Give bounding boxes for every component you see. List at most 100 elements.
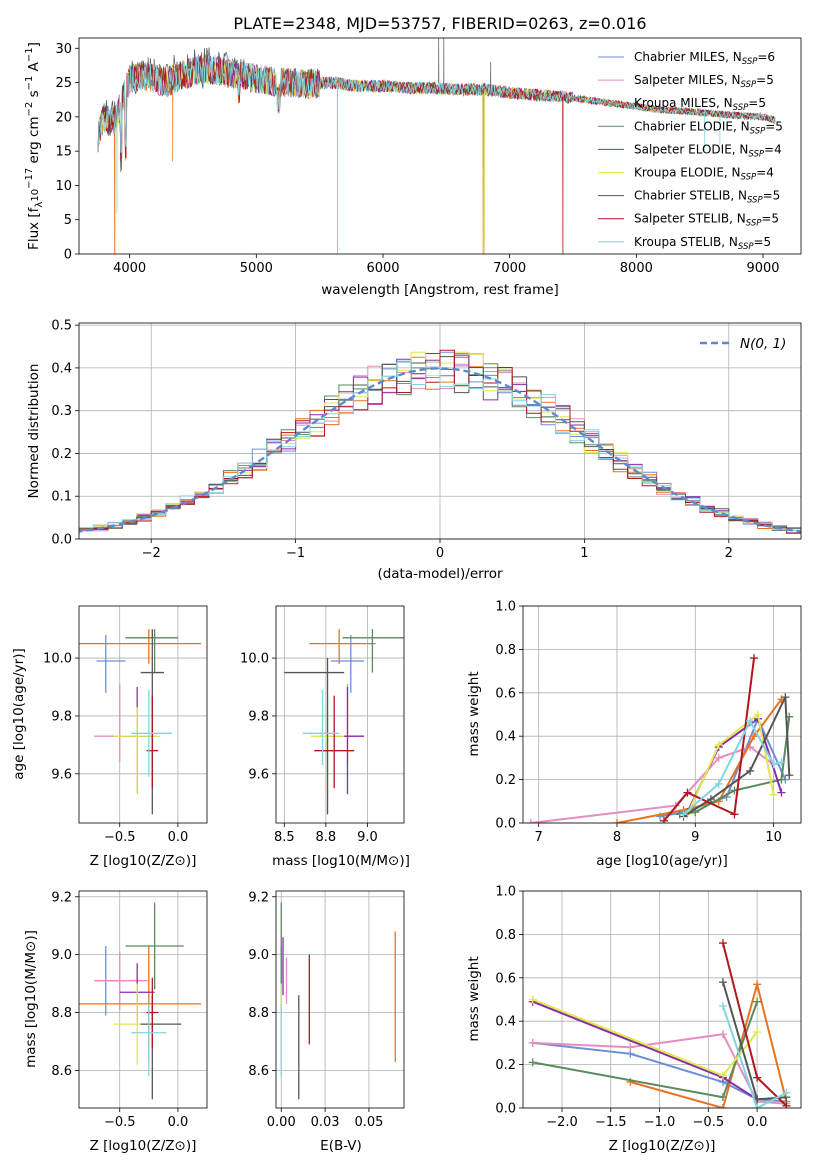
age-vs-Z-x-label: Z [log10(Z/Z⊙)]: [90, 853, 197, 869]
age-vs-mass-frame: [275, 605, 405, 824]
y-tick-label: 0.0: [51, 533, 72, 548]
y-tick-label: 25: [55, 76, 72, 91]
mass-weight-vs-Z-plot-area: [528, 939, 791, 1108]
x-tick-label: −2: [142, 546, 161, 561]
x-tick-label: 0.03: [311, 1115, 340, 1130]
label-part: erg cm: [26, 116, 42, 167]
legend-tail: =6: [757, 50, 775, 64]
y-tick-label: 0: [64, 248, 72, 263]
legend-tail: =5: [748, 96, 766, 110]
x-tick-label: 0: [436, 546, 444, 561]
legend-entry: Chabrier STELIB, NSSP=5: [634, 189, 780, 206]
weight-marker: [718, 939, 727, 948]
weight-marker: [750, 732, 759, 741]
mass-weight-vs-age-x-label: age [log10(age/yr)]: [596, 853, 728, 869]
weight-marker: [769, 790, 778, 799]
legend-subscript: SSP: [733, 103, 749, 113]
weight-marker: [777, 788, 786, 797]
legend-tail: =5: [765, 119, 783, 133]
weight-marker: [769, 760, 778, 769]
mass-vs-Z-plot-area: [79, 902, 202, 1100]
mass-weight-vs-Z-axes: −2.0 −1.5 −1.0 −0.5 0.0 0.0 0.2 0.4 0.6 0.8 1.0: [495, 885, 801, 1130]
x-tick-label: 8.5: [274, 830, 295, 845]
mass-vs-Z-axes: −0.5 0.0 8.6 8.8 9.0 9.2: [51, 890, 207, 1130]
y-tick-label: 0.2: [495, 1058, 516, 1073]
legend-subscript: SSP: [748, 149, 764, 159]
y-tick-label: 10.0: [43, 652, 72, 667]
legend-tail: =4: [756, 166, 774, 180]
weight-marker: [679, 810, 688, 819]
y-tick-label: 15: [55, 145, 72, 160]
figure-title: PLATE=2348, MJD=53757, FIBERID=0263, z=0…: [233, 14, 646, 33]
x-tick-label: −2.0: [546, 1115, 578, 1130]
weight-marker: [718, 1093, 727, 1102]
residual-histogram-axes: −2 −1 0 1 2 0.0 0.1 0.2 0.3 0.4 0.5: [51, 319, 801, 561]
spectrum-axes: 4000 5000 6000 7000 8000 9000 0 5 10 15 20 25 30: [55, 42, 779, 276]
y-tick-label: 9.6: [51, 767, 72, 782]
weight-marker: [782, 1088, 791, 1097]
weight-line: [630, 980, 788, 1108]
x-tick-label: 0.0: [168, 830, 189, 845]
y-tick-label: 0.8: [495, 928, 516, 943]
age-vs-mass-plot-area: [284, 629, 404, 815]
weight-marker: [714, 779, 723, 788]
spectrum-line: [97, 55, 776, 159]
weight-marker: [714, 740, 723, 749]
y-tick-label: 9.2: [51, 890, 72, 905]
x-tick-label: 8: [613, 830, 621, 845]
y-tick-label: 1.0: [495, 600, 516, 615]
x-tick-label: 8000: [620, 261, 653, 276]
x-tick-label: 9000: [746, 261, 779, 276]
y-tick-label: 5: [64, 213, 72, 228]
x-tick-label: 0.05: [354, 1115, 383, 1130]
y-tick-label: 1.0: [495, 885, 516, 900]
y-tick-label: 0.0: [495, 817, 516, 832]
mass-vs-Z-y-label: mass [log10(M/M⊙)]: [23, 930, 39, 1068]
legend-entry: Kroupa MILES, NSSP=5: [634, 96, 766, 113]
weight-marker: [753, 997, 762, 1006]
spectrum-y-label: Flux [fλ10−17 erg cm−2 s−1 A−1]: [24, 42, 45, 250]
weight-line: [722, 942, 788, 1107]
weight-marker: [718, 978, 727, 987]
mass-vs-Z-frame: [78, 890, 208, 1109]
weight-marker: [753, 1073, 762, 1082]
y-tick-label: 10.0: [240, 652, 269, 667]
legend-label: Kroupa MILES, N: [634, 96, 733, 110]
y-tick-label: 0.5: [51, 319, 72, 334]
age-vs-Z-y-label: age [log10(age/yr)]: [11, 648, 27, 780]
y-tick-label: 9.6: [248, 767, 269, 782]
y-tick-label: 9.2: [248, 890, 269, 905]
weight-marker: [718, 1071, 727, 1080]
legend-tail: =5: [763, 189, 781, 203]
weight-marker: [730, 810, 739, 819]
legend-label: Salpeter MILES, N: [634, 73, 741, 87]
legend-subscript: SSP: [746, 219, 762, 229]
weight-marker: [782, 1101, 791, 1108]
y-tick-label: 0.1: [51, 490, 72, 505]
x-tick-label: 2: [725, 546, 733, 561]
hist-y-label: Normed distribution: [26, 364, 42, 499]
x-tick-label: 0.00: [267, 1115, 296, 1130]
mass-vs-EBV-axes: 0.00 0.03 0.05 8.6 8.8 9.0 9.2: [248, 890, 404, 1130]
spectrum-x-label: wavelength [Angstrom, rest frame]: [321, 282, 559, 298]
weight-marker: [746, 717, 755, 726]
weight-marker: [718, 1030, 727, 1039]
mass-weight-vs-age-plot-area: [526, 654, 794, 823]
weight-marker: [714, 753, 723, 762]
x-tick-label: 0.0: [168, 1115, 189, 1130]
weight-marker: [626, 1043, 635, 1052]
mass-weight-vs-Z-x-label: Z [log10(Z/Z⊙)]: [609, 1138, 716, 1154]
weight-marker: [718, 1002, 727, 1011]
weight-marker: [753, 1028, 762, 1037]
legend-entry: Salpeter MILES, NSSP=5: [634, 73, 774, 90]
age-vs-mass-x-label: mass [log10(M/M⊙)]: [272, 853, 410, 869]
weight-marker: [612, 819, 621, 823]
histogram-steps: [79, 349, 801, 535]
mass-weight-vs-age-y-label: mass weight: [466, 671, 482, 756]
label-part: A: [26, 61, 42, 75]
y-tick-label: 8.8: [248, 1006, 269, 1021]
y-tick-label: 0.4: [495, 1015, 516, 1030]
x-tick-label: 5000: [240, 261, 273, 276]
weight-marker: [785, 771, 794, 780]
mass-vs-Z-x-label: Z [log10(Z/Z⊙)]: [90, 1138, 197, 1154]
